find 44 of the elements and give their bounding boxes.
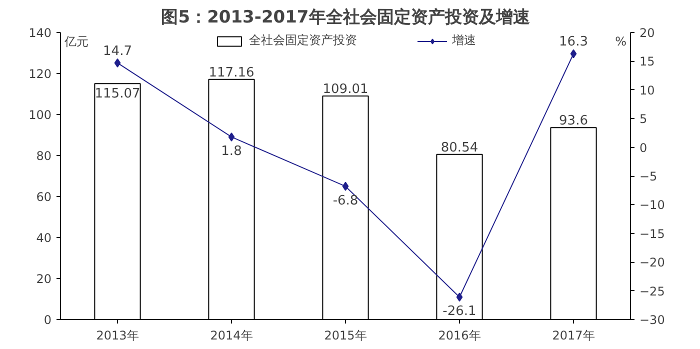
y2-tick-label: 0 <box>640 140 648 155</box>
y-tick-label: 80 <box>36 149 52 163</box>
chart-title: 图5：2013-2017年全社会固定资产投资及增速 <box>161 8 530 28</box>
y2-tick-label: 5 <box>640 112 648 126</box>
x-tick-label: 2014年 <box>210 328 253 342</box>
data-label: 14.7 <box>103 44 132 59</box>
y-tick-label: 140 <box>28 26 52 40</box>
data-label: 115.07 <box>94 86 140 102</box>
point <box>456 292 463 302</box>
y-tick-label: 100 <box>28 108 52 122</box>
data-label: 1.8 <box>221 144 242 159</box>
y2-tick-label: 15 <box>640 54 655 69</box>
data-label: 109.01 <box>322 82 368 98</box>
point <box>342 182 349 191</box>
y2-tick-label: −5 <box>640 170 658 184</box>
y2-tick-label: −10 <box>640 198 665 212</box>
y2-tick-label: −20 <box>640 256 665 270</box>
data-label: 16.3 <box>559 34 588 50</box>
y2-tick-label: −25 <box>640 284 665 298</box>
x-tick-label: 2013年 <box>96 328 139 342</box>
x-tick-label: 2015年 <box>324 328 367 342</box>
data-label: -26.1 <box>442 304 476 320</box>
y2-tick-label: 10 <box>640 83 655 98</box>
y-axis-title: 亿元 <box>64 34 88 48</box>
y-tick-label: 0 <box>44 313 52 327</box>
y-tick-label: 120 <box>28 67 52 81</box>
y2-tick-label: −30 <box>640 313 665 327</box>
point <box>114 58 121 68</box>
x-tick-label: 2016年 <box>438 328 481 342</box>
legend-label: 全社会固定资产投资 <box>249 32 357 49</box>
legend-label: 增速 <box>452 32 476 49</box>
y2-axis-title: % <box>615 34 627 48</box>
y2-tick-label: 20 <box>640 26 655 40</box>
y2-tick-label: −15 <box>640 226 665 241</box>
point <box>570 49 577 58</box>
y-tick-label: 40 <box>36 231 52 245</box>
data-label: 80.54 <box>440 140 478 156</box>
y-tick-label: 60 <box>36 190 52 204</box>
point <box>228 132 235 142</box>
x-tick-label: 2017年 <box>552 328 595 342</box>
data-label: 117.16 <box>208 65 254 80</box>
data-label: 93.6 <box>559 114 588 129</box>
y-tick-label: 20 <box>36 272 52 286</box>
data-label: -6.8 <box>332 193 358 208</box>
